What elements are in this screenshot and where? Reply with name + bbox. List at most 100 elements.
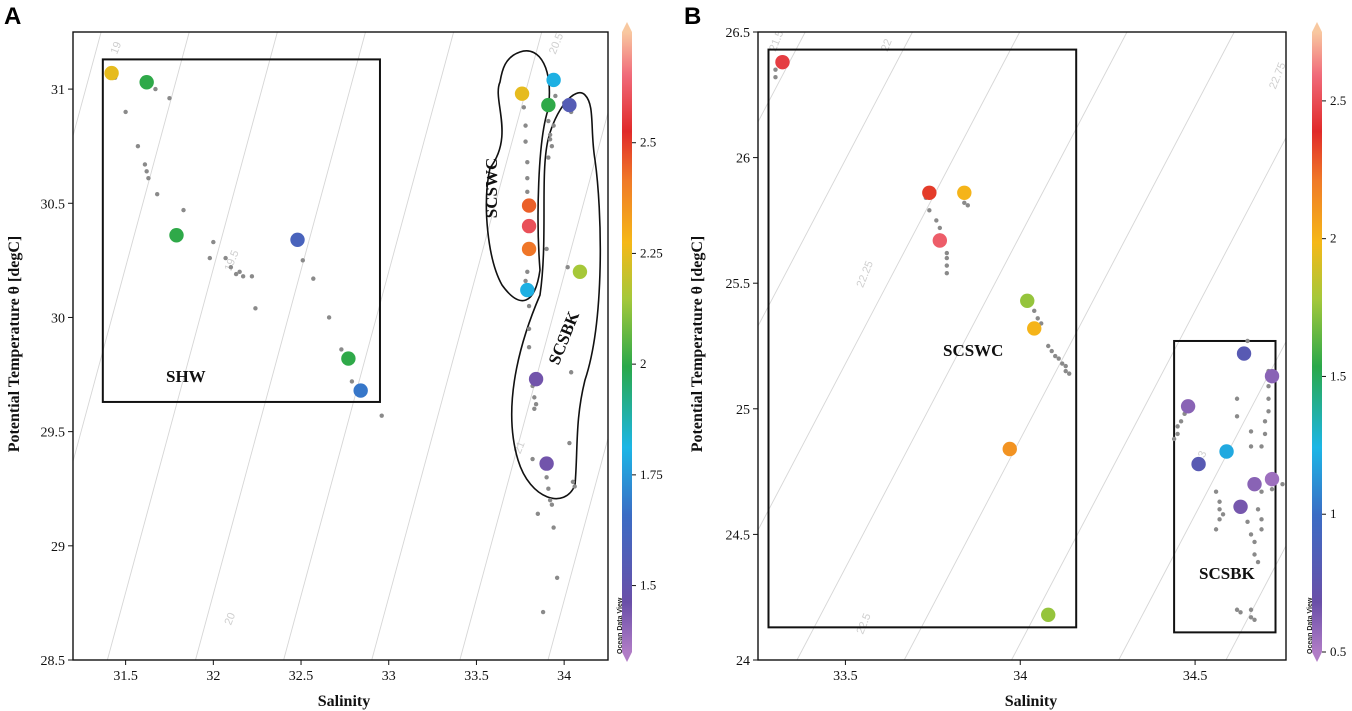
scswc-label-a: SCSWC [482, 158, 501, 218]
surface-station-point [290, 232, 305, 248]
surface-station-point [572, 264, 588, 279]
surface-station-point [521, 218, 537, 234]
profile-sample-dot [546, 155, 551, 160]
profile-sample-dot [551, 525, 556, 530]
profile-sample-dot [532, 395, 537, 400]
profile-sample-dot [1259, 517, 1264, 522]
isopycnal-label: 22 [879, 37, 895, 53]
profile-sample-dot [1248, 532, 1254, 537]
panel-b-x-ticks: 33.5 34 34.5 [833, 660, 1207, 684]
colorbar-tick-label: 2.5 [1330, 93, 1346, 108]
y-tick-label: 24.5 [726, 528, 751, 543]
profile-sample-dot [240, 274, 246, 279]
y-tick-label: 28.5 [41, 654, 66, 669]
profile-sample-dot [533, 402, 539, 407]
panel-b-colorbar-top-arrow [1312, 22, 1322, 32]
surface-station-point [1264, 368, 1280, 384]
profile-sample-dot [544, 475, 549, 480]
profile-sample-dot [211, 239, 216, 245]
isopycnal-line [1225, 544, 1286, 660]
profile-sample-dot [1175, 431, 1180, 437]
isopycnal-line [368, 32, 698, 660]
surface-station-point [514, 86, 530, 101]
profile-sample-dot [1060, 361, 1065, 366]
profile-sample-dot [1262, 419, 1268, 424]
profile-sample-dot [223, 255, 228, 261]
surface-station-point [957, 185, 972, 200]
panel-a-small-points [112, 75, 577, 615]
profile-sample-dot [554, 575, 560, 580]
isopycnal-label: 20.5 [547, 32, 566, 56]
profile-sample-dot [572, 484, 577, 489]
profile-sample-dot [1266, 409, 1271, 414]
y-tick-label: 25 [736, 403, 750, 418]
profile-sample-dot [1234, 396, 1240, 401]
surface-station-point [104, 65, 119, 81]
profile-sample-dot [773, 75, 778, 80]
y-tick-label: 30 [51, 311, 65, 326]
profile-sample-dot [326, 315, 332, 320]
panel-b-odv-watermark: Ocean Data View [1307, 597, 1314, 654]
scsbk-region-box [1173, 339, 1277, 634]
profile-sample-dot [568, 370, 574, 375]
panel-b-x-axis-title: Salinity [1005, 693, 1057, 710]
surface-station-point [1233, 499, 1248, 514]
profile-sample-dot [1220, 512, 1226, 517]
profile-sample-dot [1252, 617, 1257, 623]
isopycnal-label: 20 [223, 611, 239, 627]
profile-sample-dot [521, 105, 527, 110]
profile-sample-dot [154, 191, 160, 197]
profile-sample-dot [1063, 363, 1068, 369]
isopycnal-label: 22.5 [855, 612, 874, 636]
profile-sample-dot [553, 93, 558, 99]
profile-sample-dot [547, 132, 553, 137]
colorbar-tick-label: 2 [1330, 231, 1337, 246]
surface-station-point [922, 185, 937, 200]
profile-sample-dot [142, 162, 148, 167]
isopycnal-label: 19 [109, 40, 125, 56]
colorbar-tick-label: 1.75 [640, 467, 663, 482]
profile-sample-dot [570, 479, 576, 485]
profile-sample-dot [1248, 444, 1254, 449]
isopycnal-line [73, 32, 190, 464]
profile-sample-dot [962, 200, 967, 206]
profile-sample-dot [153, 86, 158, 92]
x-tick-label: 33.5 [464, 669, 489, 684]
panel-a-x-axis-title: Salinity [318, 693, 370, 710]
x-tick-label: 34 [1013, 669, 1027, 684]
profile-sample-dot [1252, 552, 1257, 557]
profile-sample-dot [540, 609, 546, 615]
profile-sample-dot [1067, 371, 1072, 376]
profile-sample-dot [233, 271, 239, 277]
profile-sample-dot [237, 269, 242, 274]
panel-a-colored-points [104, 65, 588, 471]
y-tick-label: 26.5 [726, 26, 751, 41]
y-tick-label: 30.5 [41, 197, 66, 212]
x-tick-label: 34.5 [1183, 669, 1208, 684]
isopycnal-line [195, 32, 366, 660]
scsbk-region-outline [511, 92, 602, 500]
profile-sample-dot [1269, 486, 1275, 492]
profile-sample-dot [1259, 527, 1264, 532]
panel-b-regions: SCSWC SCSBK [767, 48, 1277, 634]
profile-sample-dot [123, 109, 128, 115]
isopycnal-line [459, 111, 608, 660]
profile-sample-dot [1252, 539, 1257, 545]
profile-sample-dot [1255, 559, 1261, 565]
profile-sample-dot [1046, 343, 1051, 349]
profile-sample-dot [547, 497, 553, 503]
profile-sample-dot [1063, 368, 1068, 374]
surface-station-point [169, 228, 184, 243]
surface-station-point [562, 97, 577, 113]
profile-sample-dot [311, 276, 316, 281]
isopycnal-label: 19.5 [223, 249, 242, 273]
profile-sample-dot [525, 189, 530, 195]
profile-sample-dot [135, 143, 141, 149]
scsbk-label-b: SCSBK [1199, 564, 1256, 583]
profile-sample-dot [339, 347, 344, 352]
isopycnal-label: 22.25 [855, 259, 876, 289]
colorbar-tick-label: 2.5 [640, 135, 656, 150]
colorbar-tick-label: 1.5 [640, 578, 656, 593]
